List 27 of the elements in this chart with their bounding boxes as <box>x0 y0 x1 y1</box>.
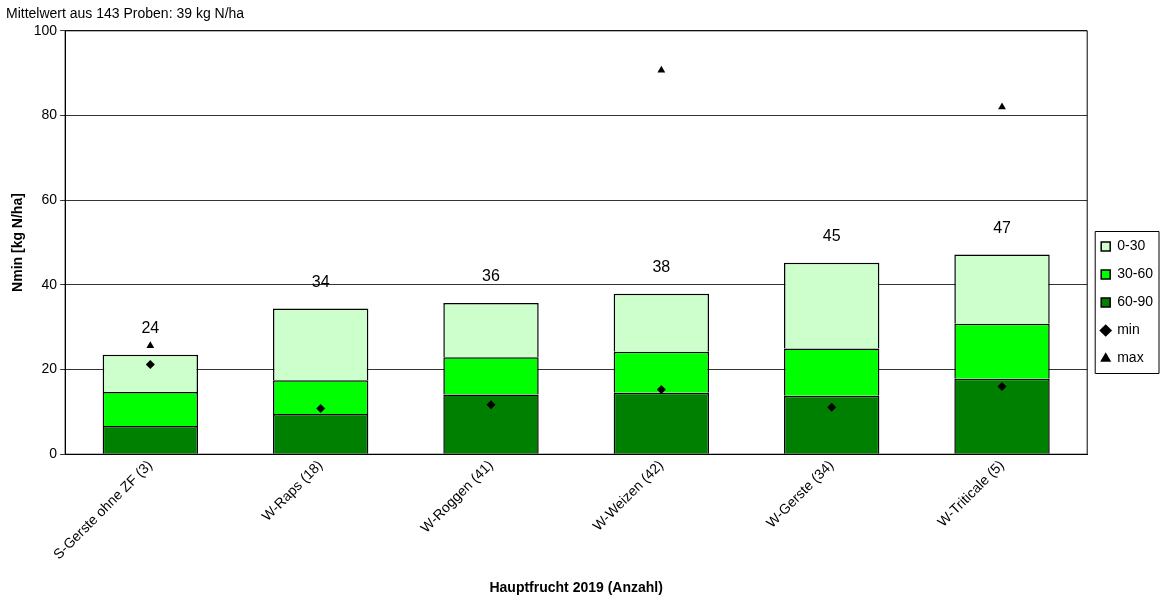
total-label: 24 <box>141 319 160 337</box>
legend-label: min <box>1117 321 1140 338</box>
point <box>486 400 496 410</box>
y-tick-label: 80 <box>41 106 58 123</box>
y-tick-label: 40 <box>41 275 58 292</box>
point <box>146 341 155 349</box>
point <box>998 102 1006 110</box>
total-label: 47 <box>993 218 1012 236</box>
point <box>997 382 1007 391</box>
total-label: 38 <box>652 258 671 276</box>
legend-label: 0-30 <box>1117 237 1146 254</box>
legend-label: 60-90 <box>1117 293 1154 310</box>
point <box>145 359 155 369</box>
point <box>656 384 666 394</box>
point <box>827 402 837 412</box>
chart-title: Mittelwert aus 143 Proben: 39 kg N/ha <box>6 5 245 22</box>
legend-label: 30-60 <box>1117 265 1154 282</box>
point <box>316 404 326 414</box>
y-tick-label: 60 <box>41 191 58 208</box>
total-label: 36 <box>482 267 501 285</box>
y-tick-label: 0 <box>49 445 58 462</box>
legend-label: max <box>1117 349 1144 366</box>
y-tick-label: 100 <box>33 21 58 38</box>
total-label: 45 <box>822 227 841 245</box>
y-axis-title: Nmin [kg N/ha] <box>9 193 26 292</box>
y-tick-label: 20 <box>41 360 58 377</box>
x-axis-title: Hauptfrucht 2019 (Anzahl) <box>489 579 663 596</box>
